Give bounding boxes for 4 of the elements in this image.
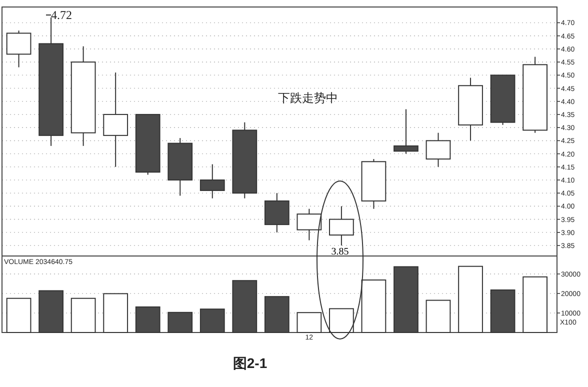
annotation: 下跌走势中	[278, 91, 338, 105]
annotation: 4.72	[51, 8, 72, 22]
caption: 图2-1	[232, 355, 268, 371]
annotation: 3.85	[331, 246, 349, 258]
